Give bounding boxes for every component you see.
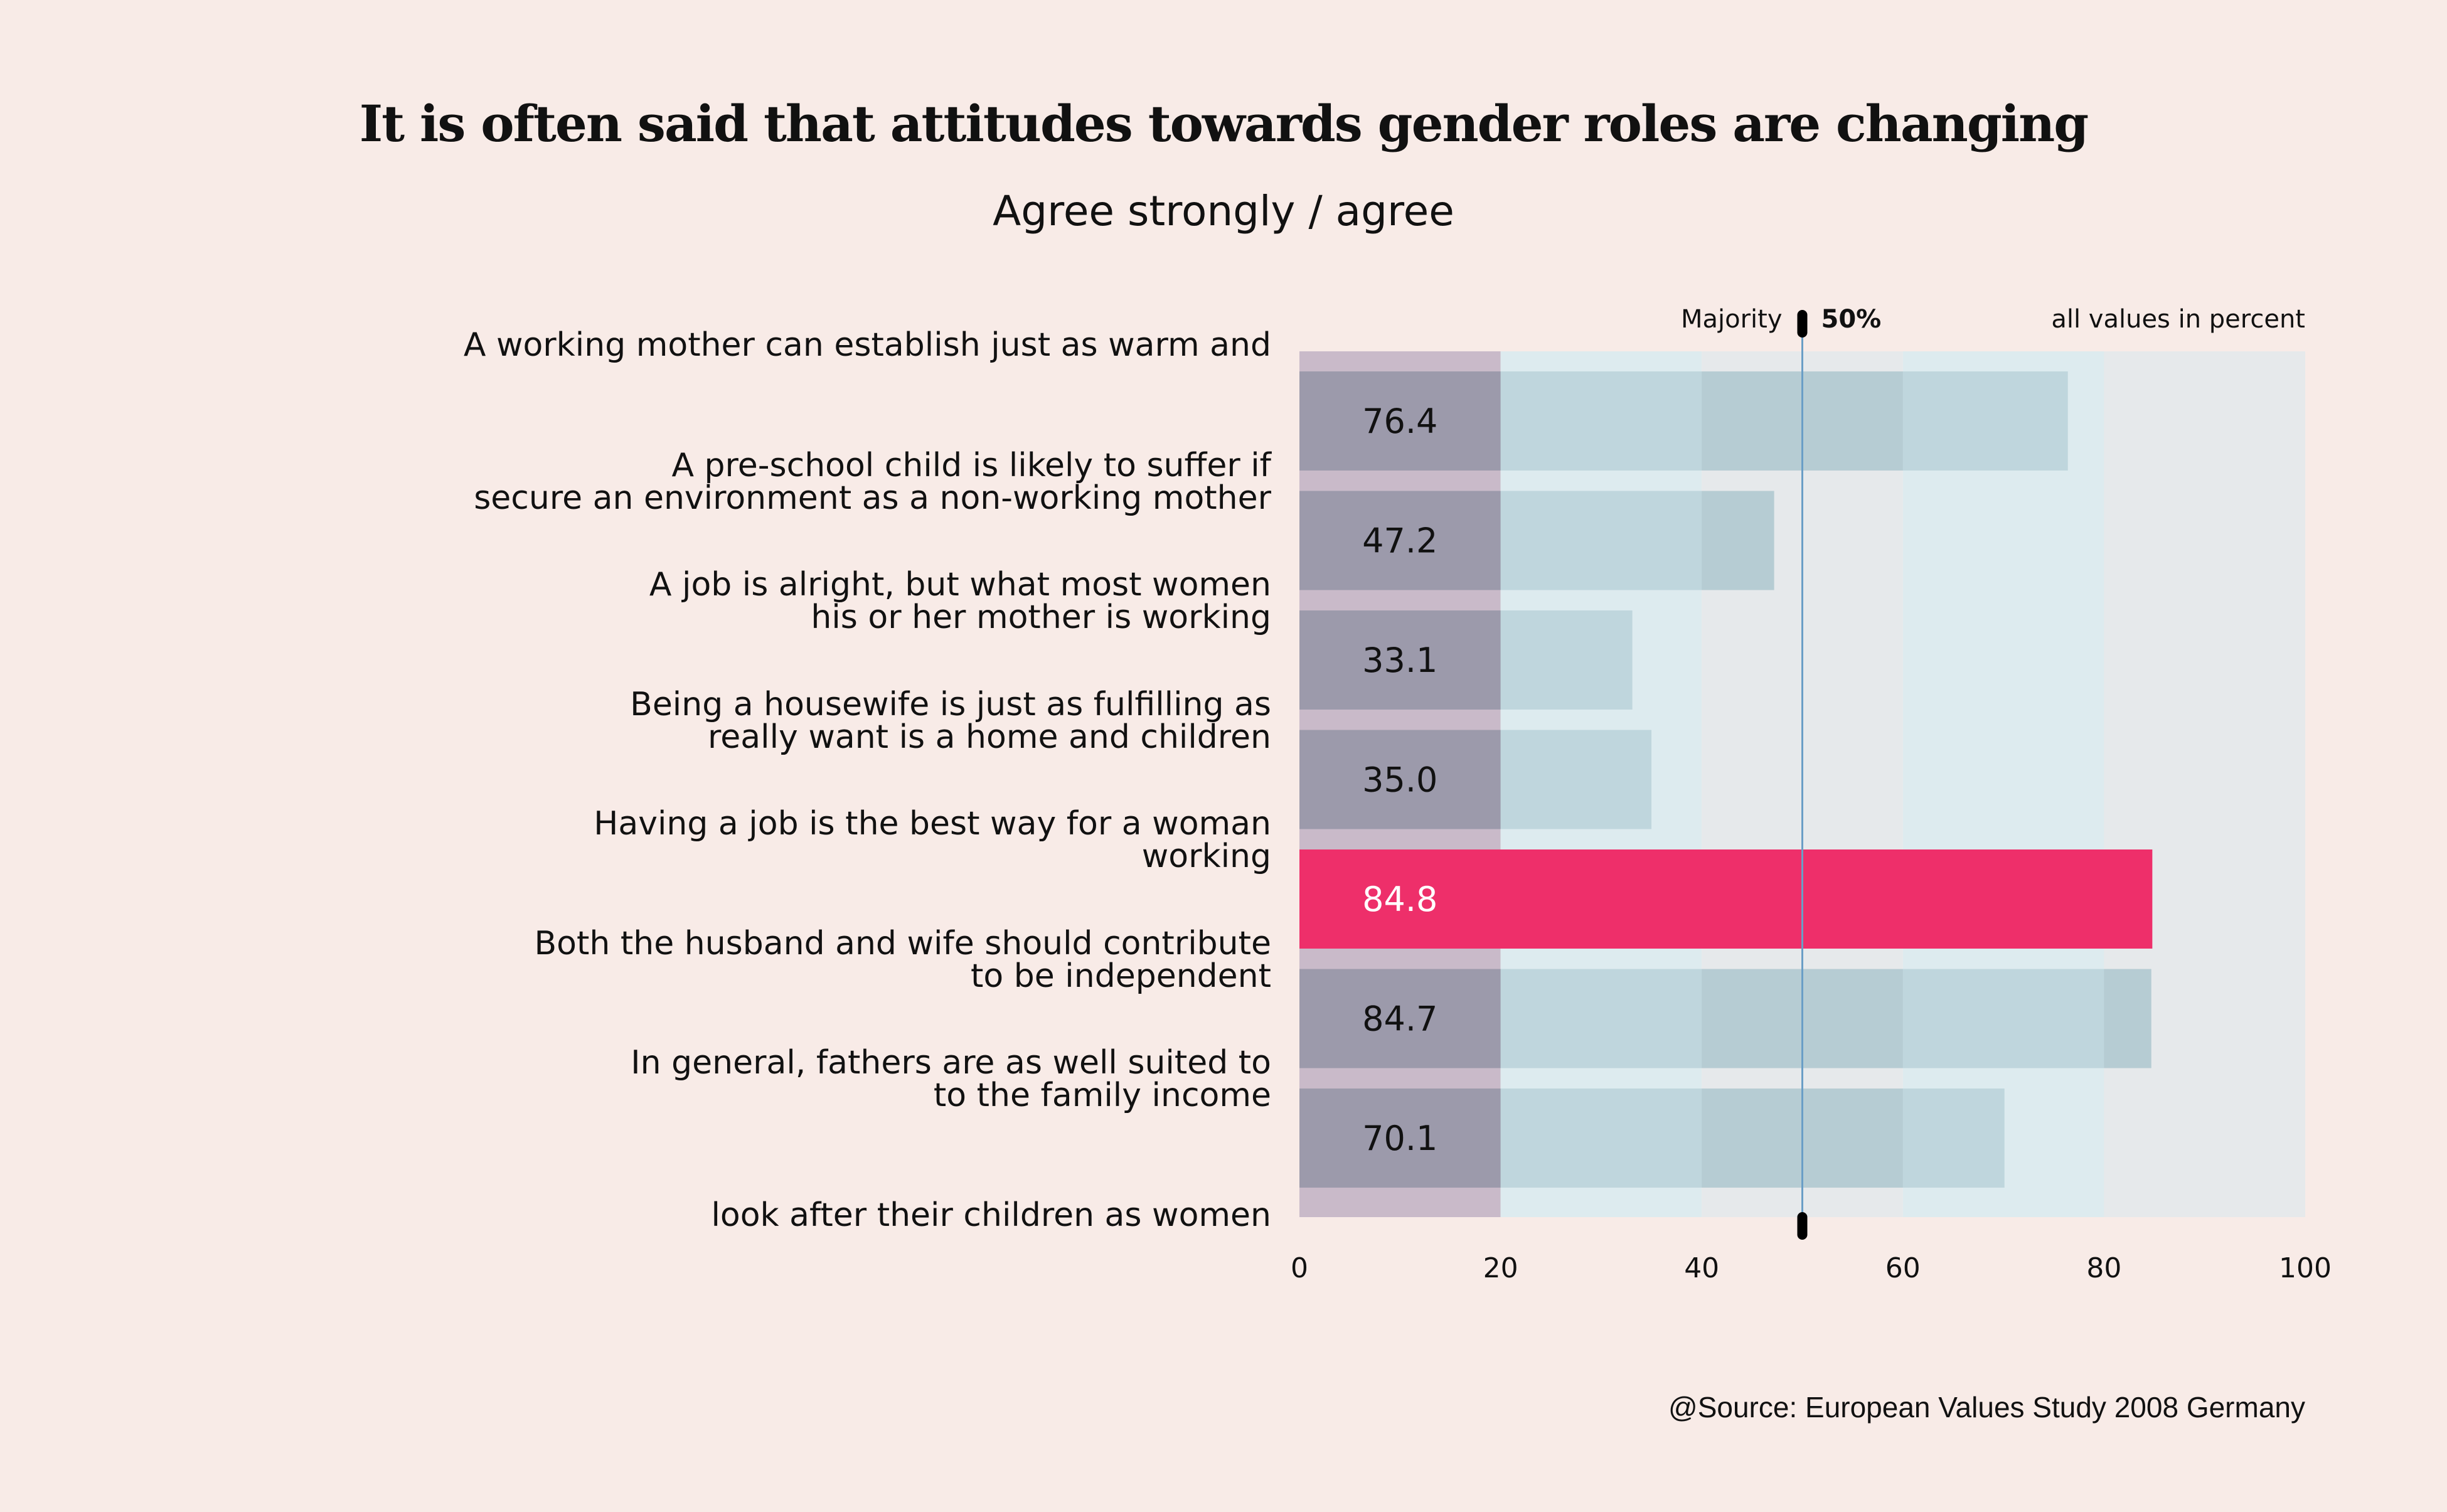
category-label-13: look after their children as women xyxy=(711,1196,1271,1234)
bar-2 xyxy=(1299,610,1633,710)
category-label-8: working xyxy=(1142,838,1271,875)
x-tick-60: 60 xyxy=(1885,1252,1921,1284)
category-label-7: Having a job is the best way for a woman xyxy=(594,805,1271,843)
category-label-9: Both the husband and wife should contrib… xyxy=(535,925,1272,962)
majority-value-label: 50% xyxy=(1821,305,1882,334)
value-label-4: 84.8 xyxy=(1362,880,1437,919)
category-label-0: A working mother can establish just as w… xyxy=(464,326,1271,364)
bar-3 xyxy=(1299,730,1652,829)
x-tick-0: 0 xyxy=(1291,1252,1308,1284)
value-label-5: 84.7 xyxy=(1362,999,1437,1039)
category-label-10: to be independent xyxy=(971,957,1271,995)
bar-0-first-zone xyxy=(1299,371,1501,471)
bar-4-body xyxy=(1299,849,2153,949)
bar-1-first-zone xyxy=(1299,491,1501,590)
category-label-2: secure an environment as a non-working m… xyxy=(474,479,1271,517)
bar-3-first-zone xyxy=(1299,730,1501,829)
source-note: @Source: European Values Study 2008 Germ… xyxy=(1668,1391,2305,1424)
majority-top-marker xyxy=(1797,310,1808,338)
majority-label: Majority xyxy=(1681,305,1783,334)
bars-group xyxy=(1299,371,2153,1188)
category-label-4: his or her mother is working xyxy=(811,599,1271,636)
majority-reference: Majority 50% xyxy=(1681,305,1881,1240)
category-label-12: to the family income xyxy=(934,1077,1271,1114)
value-label-1: 47.2 xyxy=(1362,521,1437,561)
bar-5-shade-80 xyxy=(2104,969,2151,1068)
band-3 xyxy=(1902,351,2104,1217)
bar-1 xyxy=(1299,491,1774,590)
chart-subtitle: Agree strongly / agree xyxy=(993,187,1454,235)
bar-6 xyxy=(1299,1089,2005,1188)
bar-1-shade-40 xyxy=(1702,491,1774,590)
category-label-1: A pre-school child is likely to suffer i… xyxy=(671,447,1272,484)
bar-6-first-zone xyxy=(1299,1089,1501,1188)
category-label-6: really want is a home and children xyxy=(708,718,1271,756)
value-labels: 76.4 47.2 33.1 35.0 84.8 84.7 70.1 xyxy=(1362,402,1437,1158)
category-label-5: Being a housewife is just as fulfilling … xyxy=(630,686,1271,723)
x-axis-ticks: 0 20 40 60 80 100 xyxy=(1291,1252,2332,1284)
x-tick-100: 100 xyxy=(2279,1252,2332,1284)
value-label-6: 70.1 xyxy=(1362,1119,1437,1158)
x-tick-40: 40 xyxy=(1684,1252,1719,1284)
band-4 xyxy=(2104,351,2305,1217)
chart-title: It is often said that attitudes towards … xyxy=(359,94,2089,153)
category-label-11: In general, fathers are as well suited t… xyxy=(631,1044,1271,1082)
majority-bottom-marker xyxy=(1797,1212,1808,1240)
units-note: all values in percent xyxy=(2051,305,2305,334)
bar-2-first-zone xyxy=(1299,610,1501,710)
bar-5-first-zone xyxy=(1299,969,1501,1068)
value-label-0: 76.4 xyxy=(1362,402,1437,441)
bar-4 xyxy=(1299,849,2153,949)
category-label-3: A job is alright, but what most women xyxy=(649,566,1271,604)
x-tick-80: 80 xyxy=(2086,1252,2121,1284)
x-tick-20: 20 xyxy=(1483,1252,1518,1284)
value-label-2: 33.1 xyxy=(1362,641,1437,680)
value-label-3: 35.0 xyxy=(1362,760,1437,800)
category-labels: A working mother can establish just as w… xyxy=(464,326,1272,1234)
